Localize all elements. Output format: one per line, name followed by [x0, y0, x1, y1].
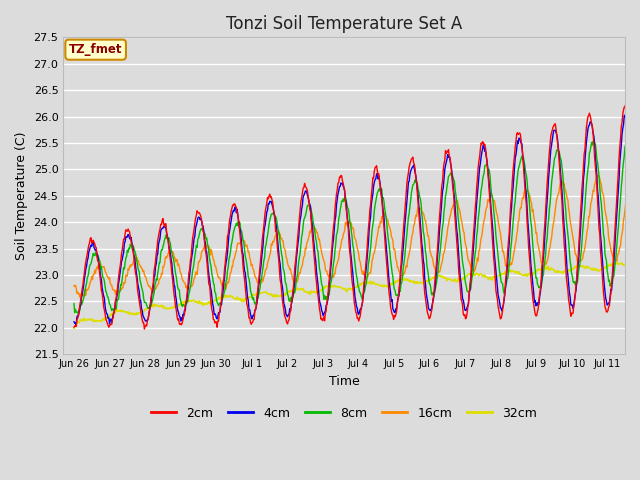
Title: Tonzi Soil Temperature Set A: Tonzi Soil Temperature Set A [226, 15, 462, 33]
X-axis label: Time: Time [329, 374, 360, 387]
Y-axis label: Soil Temperature (C): Soil Temperature (C) [15, 132, 28, 260]
Text: TZ_fmet: TZ_fmet [69, 43, 122, 56]
Legend: 2cm, 4cm, 8cm, 16cm, 32cm: 2cm, 4cm, 8cm, 16cm, 32cm [146, 402, 542, 424]
